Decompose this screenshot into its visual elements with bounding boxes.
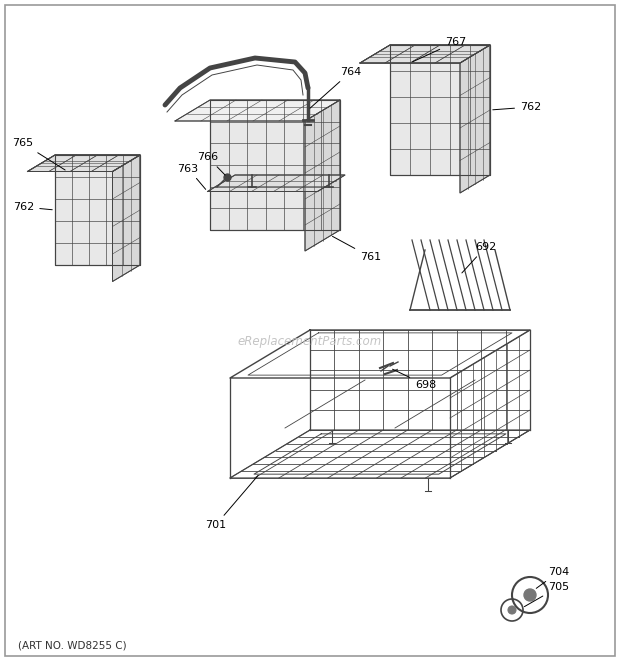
Text: 762: 762: [493, 102, 541, 112]
Polygon shape: [390, 45, 490, 175]
Circle shape: [524, 589, 536, 601]
Text: eReplacementParts.com: eReplacementParts.com: [238, 335, 382, 348]
Polygon shape: [305, 100, 340, 251]
Text: 701: 701: [205, 475, 258, 530]
Polygon shape: [360, 45, 490, 63]
Polygon shape: [208, 175, 345, 192]
Text: 761: 761: [332, 237, 381, 262]
Text: 767: 767: [412, 37, 466, 62]
Polygon shape: [175, 100, 340, 121]
Text: 766: 766: [197, 152, 225, 175]
Text: 763: 763: [177, 163, 206, 190]
Polygon shape: [210, 100, 340, 230]
Text: 705: 705: [525, 582, 569, 607]
Text: 765: 765: [12, 139, 65, 170]
Polygon shape: [27, 155, 140, 171]
Text: 762: 762: [13, 202, 52, 212]
Circle shape: [508, 606, 516, 614]
Text: 692: 692: [462, 242, 496, 273]
Text: 704: 704: [536, 567, 569, 588]
Polygon shape: [112, 155, 140, 282]
Polygon shape: [27, 155, 140, 171]
Polygon shape: [360, 45, 490, 63]
Polygon shape: [55, 155, 140, 265]
Text: 764: 764: [310, 67, 361, 108]
Text: (ART NO. WD8255 C): (ART NO. WD8255 C): [18, 640, 126, 650]
Text: 698: 698: [392, 369, 436, 390]
Polygon shape: [460, 45, 490, 193]
